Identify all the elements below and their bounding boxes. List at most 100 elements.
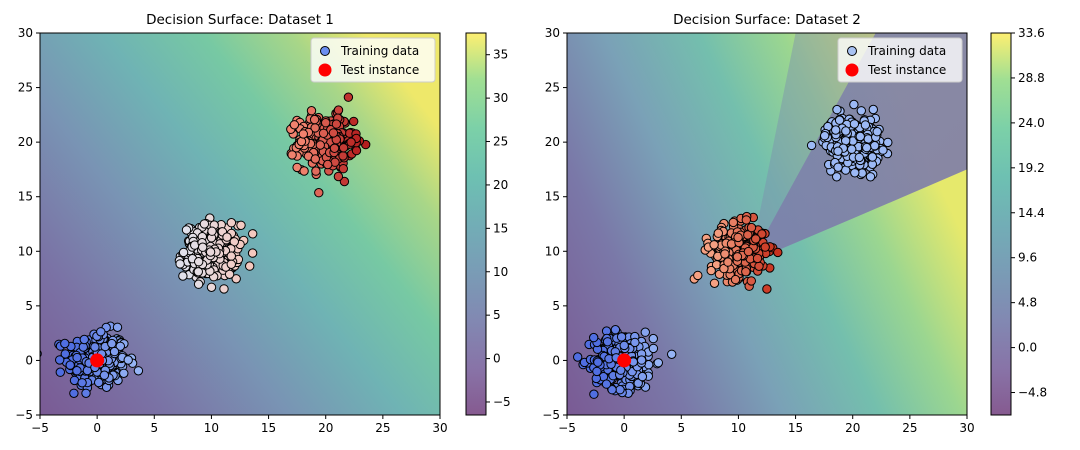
chart-panel-2: −5 0 5 10 15 20 25 30 −5 0 5 10 15 20 25 30 Decision Sur…: [542, 12, 1047, 435]
training-point: [607, 385, 617, 395]
training-point: [593, 357, 603, 367]
colorbar-tick-label: 0.0: [1018, 341, 1037, 355]
y-tick-label: 30: [545, 26, 560, 40]
chart-title: Decision Surface: Dataset 2: [673, 12, 861, 28]
axes-frame: [39, 32, 441, 416]
training-point: [248, 229, 258, 239]
colorbar-tick-label: 15: [493, 221, 508, 235]
training-point: [833, 162, 843, 172]
training-point: [726, 239, 737, 249]
training-point: [867, 152, 878, 162]
training-point: [868, 104, 878, 115]
x-tick-label: 20: [318, 421, 333, 435]
colorbar: [466, 33, 486, 415]
training-point: [709, 278, 720, 288]
training-point: [743, 246, 754, 257]
training-point: [709, 240, 719, 250]
colorbar-tick-label: 33.6: [1018, 26, 1045, 40]
training-point: [713, 228, 723, 238]
training-point: [206, 282, 217, 292]
colorbar-tick-label: 14.4: [1018, 206, 1045, 220]
x-tick-label: 15: [788, 421, 803, 435]
training-point: [760, 242, 770, 252]
y-tick-label: 15: [545, 190, 560, 204]
training-point: [850, 168, 860, 178]
training-point: [723, 257, 733, 267]
training-point: [79, 334, 90, 345]
colorbar-tick-label: 5: [493, 308, 501, 322]
y-tick-label: 5: [552, 299, 560, 313]
training-point: [70, 416, 78, 424]
training-point: [178, 247, 189, 258]
legend-marker-test: [318, 63, 332, 77]
x-tick-label: 25: [375, 421, 390, 435]
training-point: [633, 378, 643, 388]
training-point: [55, 355, 65, 365]
colorbar-tick-label: −5: [493, 395, 511, 409]
training-point: [589, 332, 599, 343]
y-tick-label: 20: [18, 135, 33, 149]
colorbar-frame: [465, 32, 487, 416]
training-point: [94, 377, 104, 388]
training-point: [72, 352, 82, 363]
training-point: [648, 343, 659, 354]
training-point: [115, 341, 126, 351]
chart-panels: −5 0 5 10 15 20 25 30 −5 0 5 10 15 20 25 30 Decision Sur…: [15, 12, 1047, 435]
training-point: [862, 142, 872, 153]
x-tick-label: 5: [677, 421, 685, 435]
colorbar-tick-label: 20: [493, 178, 508, 192]
y-tick-label: 10: [545, 244, 560, 258]
training-point: [55, 367, 65, 377]
test-instance-point: [90, 353, 105, 368]
training-point: [224, 269, 235, 279]
legend: Training data Test instance: [837, 37, 963, 83]
training-point: [589, 389, 599, 399]
training-point: [72, 366, 82, 376]
training-point: [762, 284, 772, 294]
training-point: [757, 229, 767, 239]
training-point: [773, 247, 783, 258]
x-tick-label: 20: [845, 421, 860, 435]
training-point: [872, 127, 882, 137]
training-point: [730, 274, 741, 285]
training-point: [96, 327, 106, 337]
training-point: [207, 226, 217, 236]
legend-label: Training data: [340, 44, 419, 58]
training-point: [878, 145, 888, 155]
training-point: [860, 120, 871, 130]
training-point: [236, 220, 246, 231]
training-point: [109, 346, 120, 357]
x-tick-label: −5: [558, 421, 576, 435]
training-point: [181, 225, 192, 235]
training-point: [289, 120, 300, 130]
x-tick-label: 25: [902, 421, 917, 435]
x-tick-label: 5: [150, 421, 158, 435]
training-point: [833, 146, 843, 156]
training-point: [198, 242, 208, 252]
x-tick-label: 10: [204, 421, 219, 435]
legend-label: Training data: [867, 44, 946, 58]
training-point: [637, 371, 648, 382]
training-point: [296, 136, 307, 147]
training-point: [112, 322, 123, 332]
training-point: [69, 388, 79, 398]
legend-box: [837, 37, 963, 83]
training-point: [653, 358, 663, 368]
training-point: [339, 176, 350, 187]
training-point: [81, 388, 91, 398]
colorbar-tick-label: 10: [493, 265, 508, 279]
training-point: [746, 276, 756, 286]
legend-marker-training: [847, 46, 857, 56]
test-instance-point: [617, 353, 632, 368]
training-point: [854, 152, 864, 163]
training-point: [883, 137, 893, 148]
training-point: [333, 105, 344, 115]
training-point: [226, 218, 237, 228]
training-point: [346, 137, 356, 147]
y-tick-label: 10: [18, 244, 33, 258]
training-point: [107, 338, 117, 349]
colorbar-tick-label: 9.6: [1018, 251, 1037, 265]
training-point: [855, 131, 865, 142]
training-point: [328, 128, 339, 138]
